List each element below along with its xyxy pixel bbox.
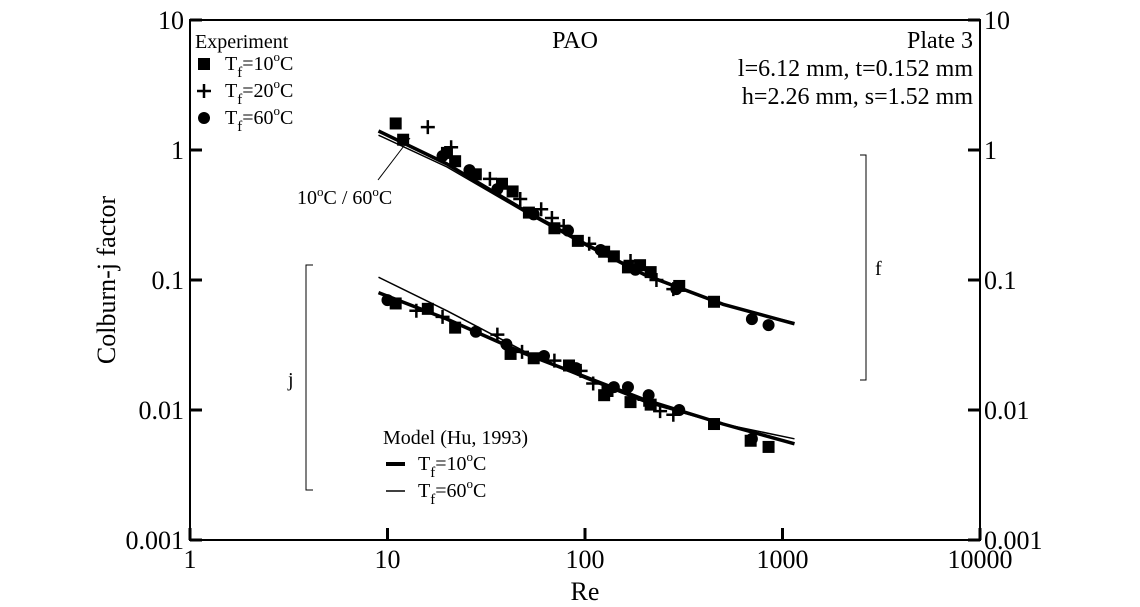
f-bracket: f xyxy=(860,155,882,380)
square-marker xyxy=(708,418,720,430)
y-axis-label: Colburn-j factor xyxy=(92,196,121,365)
y-tick-label: 0.001 xyxy=(126,526,185,555)
f-bracket-label: f xyxy=(875,258,882,280)
circle-marker xyxy=(608,381,620,393)
square-marker xyxy=(608,250,620,262)
x-tick-label: 100 xyxy=(566,545,605,574)
y2-tick-label: 0.1 xyxy=(984,266,1017,295)
plus-marker xyxy=(421,120,435,134)
y2-tick-label: 0.01 xyxy=(984,396,1030,425)
y-tick-label: 0.01 xyxy=(139,396,185,425)
y2-tick-label: 0.001 xyxy=(984,526,1043,555)
circle-marker xyxy=(570,362,582,374)
experiment-legend-label: Tf=60oC xyxy=(225,103,293,135)
circle-marker xyxy=(746,313,758,325)
y2-tick-label: 1 xyxy=(984,136,997,165)
model-legend-title: Model (Hu, 1993) xyxy=(383,427,528,449)
j-bracket-line xyxy=(306,265,313,490)
model-line-f-thin xyxy=(379,135,795,322)
square-marker xyxy=(507,185,519,197)
model-legend-label: Tf=60oC xyxy=(418,476,486,508)
x-tick-label: 1000 xyxy=(757,545,809,574)
circle-marker xyxy=(746,433,758,445)
chart-title: PAO xyxy=(552,28,598,54)
square-marker xyxy=(449,322,461,334)
circle-marker xyxy=(437,150,449,162)
circle-marker xyxy=(538,350,550,362)
circle-marker xyxy=(528,208,540,220)
y-tick-label: 1 xyxy=(171,136,184,165)
experiment-legend-label: Tf=20oC xyxy=(225,76,293,108)
plate-info-line: Plate 3 xyxy=(907,28,973,54)
circle-marker xyxy=(763,319,775,331)
circle-marker xyxy=(382,294,394,306)
curve-annotation: 10oC / 60oC xyxy=(297,138,410,209)
annotation-text: 10oC / 60oC xyxy=(297,184,392,209)
experiment-legend-label: Tf=10oC xyxy=(225,49,293,81)
j-bracket-label: j xyxy=(287,369,294,391)
square-marker xyxy=(572,235,584,247)
square-marker xyxy=(645,266,657,278)
square-marker xyxy=(397,134,409,146)
model-legend-label: Tf=10oC xyxy=(418,449,486,481)
plate-info-line: l=6.12 mm, t=0.152 mm xyxy=(738,56,973,82)
f-bracket-line xyxy=(860,155,866,380)
model-line-j-thick xyxy=(379,293,795,444)
square-marker xyxy=(763,441,775,453)
y-tick-label: 0.1 xyxy=(152,266,185,295)
circle-marker xyxy=(670,283,682,295)
circle-marker xyxy=(622,381,634,393)
model-line-j-thin xyxy=(379,277,795,439)
square-marker xyxy=(422,303,434,315)
square-marker xyxy=(708,296,720,308)
x-tick-label: 10 xyxy=(375,545,401,574)
plate-info: Plate 3 l=6.12 mm, t=0.152 mm h=2.26 mm,… xyxy=(738,28,973,110)
square-marker xyxy=(449,155,461,167)
square-marker xyxy=(625,396,637,408)
square-marker xyxy=(198,58,210,70)
circle-marker xyxy=(595,244,607,256)
circle-marker xyxy=(643,389,655,401)
y2-tick-label: 10 xyxy=(984,6,1010,35)
plus-marker xyxy=(436,310,450,324)
square-marker xyxy=(528,352,540,364)
j-bracket: j xyxy=(287,265,313,490)
plate-info-line: h=2.26 mm, s=1.52 mm xyxy=(742,84,973,110)
circle-marker xyxy=(491,183,503,195)
circle-marker xyxy=(629,264,641,276)
circle-marker xyxy=(463,164,475,176)
circle-marker xyxy=(198,112,210,124)
y-tick-label: 10 xyxy=(158,6,184,35)
model-lines xyxy=(379,131,795,444)
data-points xyxy=(382,117,775,452)
square-marker xyxy=(390,117,402,129)
plus-marker xyxy=(197,84,211,98)
circle-marker xyxy=(470,326,482,338)
circle-marker xyxy=(673,404,685,416)
x-axis-ticks: 1 10 100 1000 10000 xyxy=(184,528,1013,574)
circle-marker xyxy=(562,225,574,237)
x-tick-label: 1 xyxy=(184,545,197,574)
x-axis-label: Re xyxy=(571,577,600,606)
square-marker xyxy=(548,222,560,234)
circle-marker xyxy=(500,338,512,350)
